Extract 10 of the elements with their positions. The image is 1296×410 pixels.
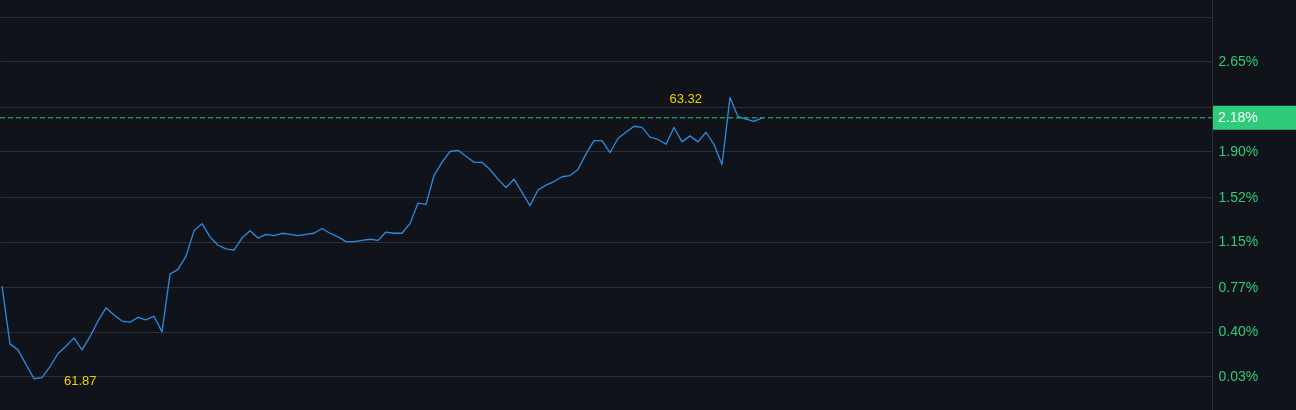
y-tick-label: 0.77% [1218, 278, 1259, 295]
y-tick-label: 0.03% [1218, 367, 1259, 384]
y-tick-label: 1.90% [1218, 143, 1259, 159]
annotation: 61.87 [64, 372, 97, 388]
y-tick-label: 2.65% [1218, 52, 1259, 69]
y-tick-label: 0.40% [1218, 323, 1259, 340]
y-tick-label: 1.52% [1218, 188, 1259, 205]
y-tick-label: 1.15% [1218, 233, 1259, 250]
ref-line-label: 2.18% [1218, 108, 1258, 125]
annotation: 63.32 [669, 91, 702, 107]
